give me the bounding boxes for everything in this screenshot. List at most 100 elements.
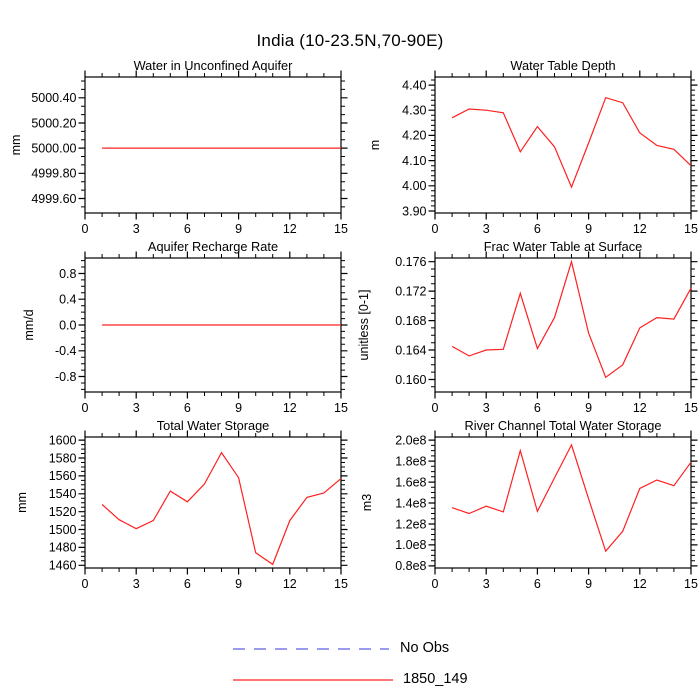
y-tick-label: 3.90 (402, 204, 426, 218)
x-tick-label: 0 (432, 401, 439, 415)
y-tick-label: 4999.80 (31, 167, 76, 181)
y-tick-label: 5000.00 (31, 141, 76, 155)
x-tick-label: 12 (633, 222, 647, 236)
series-line-1850_149 (451, 443, 692, 553)
x-tick-label: 12 (283, 222, 297, 236)
y-tick-label: 4.40 (402, 78, 426, 92)
y-axis-label: m3 (360, 494, 374, 511)
x-tick-label: 12 (283, 401, 297, 415)
minor-ticks (431, 254, 695, 396)
major-ticks (78, 251, 348, 399)
y-tick-label: 0.172 (395, 284, 426, 298)
x-tick-label: 6 (184, 401, 191, 415)
x-tick-label: 0 (432, 577, 439, 591)
x-tick-label: 0 (82, 577, 89, 591)
x-tick-label: 6 (534, 401, 541, 415)
x-tick-label: 15 (684, 222, 698, 236)
x-tick-label: 6 (184, 222, 191, 236)
y-axis-label: m (368, 140, 382, 150)
charts-canvas: 0 3 6 9 12 15 4999.60 4999.80 5000.00 5000.20 5000… (9, 58, 698, 591)
y-tick-label: 5000.40 (31, 91, 76, 105)
major-ticks (428, 430, 698, 575)
y-axis-label: mm (15, 492, 29, 513)
page-title: India (10-23.5N,70-90E) (256, 31, 444, 50)
x-tick-label: 12 (283, 577, 297, 591)
y-tick-label: 4999.60 (31, 192, 76, 206)
y-tick-label: 0.0 (59, 318, 76, 332)
series-line-1850_149 (451, 96, 692, 189)
chart-title: Total Water Storage (157, 418, 270, 433)
x-tick-label: 15 (334, 401, 348, 415)
x-tick-label: 9 (235, 401, 242, 415)
x-tick-label: 9 (585, 222, 592, 236)
x-tick-label: 3 (483, 222, 490, 236)
plot-frame (434, 76, 692, 214)
y-tick-label: 0.176 (395, 255, 426, 269)
x-tick-label: 3 (133, 577, 140, 591)
plot-frame (434, 436, 692, 569)
subplot-river-channel-total-water-storage: 0 3 6 9 12 15 0.8e8 1.0e8 1.2e8 1.4e8 1.6e8 1.8e8 2.… (360, 418, 698, 591)
x-tick-label: 15 (334, 222, 348, 236)
major-ticks (428, 251, 698, 399)
subplot-water-table-depth: 0 3 6 9 12 15 3.90 4.00 4.10 4.20 4.30 4.40 Water Ta… (368, 58, 698, 236)
subplot-aquifer-recharge-rate: 0 3 6 9 12 15 -0.8 -0.4 0.0 0.4 0.8 Aquifer Recharg… (22, 239, 348, 415)
y-tick-label: 4.00 (402, 179, 426, 193)
legend-item-no-obs: No Obs (231, 640, 449, 656)
x-tick-label: 12 (633, 401, 647, 415)
y-tick-label: 2.0e8 (395, 433, 426, 447)
y-tick-label: 1.6e8 (395, 475, 426, 489)
y-tick-label: 4.20 (402, 129, 426, 143)
x-tick-label: 3 (133, 401, 140, 415)
y-tick-label: -0.4 (55, 344, 77, 358)
subplot-frac-water-table-at-surface: 0 3 6 9 12 15 0.160 0.164 0.168 0.172 0.176 Frac Wa… (357, 239, 698, 415)
y-tick-label: 1.4e8 (395, 496, 426, 510)
no-obs-line-swatch (233, 648, 389, 650)
minor-ticks (81, 73, 345, 217)
y-tick-label: 1480 (49, 541, 77, 555)
y-tick-label: 4.30 (402, 104, 426, 118)
y-tick-label: 1580 (49, 451, 77, 465)
y-tick-label: 5000.20 (31, 116, 76, 130)
y-tick-label: 1.0e8 (395, 538, 426, 552)
x-tick-label: 12 (633, 577, 647, 591)
chart-title: Aquifer Recharge Rate (148, 239, 278, 254)
minor-ticks (81, 433, 345, 572)
y-tick-label: 4.10 (402, 154, 426, 168)
x-tick-label: 15 (684, 401, 698, 415)
y-tick-label: 0.160 (395, 373, 426, 387)
x-tick-label: 9 (235, 222, 242, 236)
chart-title: Frac Water Table at Surface (484, 239, 643, 254)
y-tick-label: 1.2e8 (395, 517, 426, 531)
x-tick-label: 15 (334, 577, 348, 591)
y-axis-label: mm (9, 135, 23, 156)
y-tick-label: 1500 (49, 523, 77, 537)
series-line-1850_149 (101, 451, 342, 566)
x-tick-label: 0 (82, 222, 89, 236)
y-tick-label: 0.164 (395, 343, 426, 357)
x-tick-label: 6 (534, 222, 541, 236)
series-line-1850_149 (451, 259, 692, 379)
subplot-total-water-storage: 0 3 6 9 12 15 1460 1480 1500 1520 1540 1560 1580 1600… (15, 418, 348, 591)
legend-label-no-obs: No Obs (400, 640, 450, 656)
x-tick-label: 9 (585, 577, 592, 591)
y-tick-label: 1560 (49, 469, 77, 483)
minor-ticks (431, 433, 695, 572)
y-tick-label: 1600 (49, 433, 77, 447)
y-tick-label: 1540 (49, 487, 77, 501)
y-axis-label: mm/d (22, 309, 36, 340)
major-ticks (78, 70, 348, 220)
plot-frame (434, 257, 692, 393)
subplot-water-in-unconfined-aquifer: 0 3 6 9 12 15 4999.60 4999.80 5000.00 5000.20 5000… (9, 58, 348, 236)
x-tick-label: 6 (534, 577, 541, 591)
y-axis-label: unitless [0-1] (357, 290, 371, 361)
y-tick-label: 0.8e8 (395, 559, 426, 573)
legend-item-1850-149: 1850_149 (231, 671, 468, 687)
run-1850-149-line-swatch (233, 679, 393, 681)
x-tick-label: 15 (684, 577, 698, 591)
chart-title: Water in Unconfined Aquifer (134, 58, 294, 73)
chart-title: Water Table Depth (510, 58, 615, 73)
major-ticks (78, 430, 348, 575)
y-tick-label: 1520 (49, 505, 77, 519)
x-tick-label: 9 (585, 401, 592, 415)
